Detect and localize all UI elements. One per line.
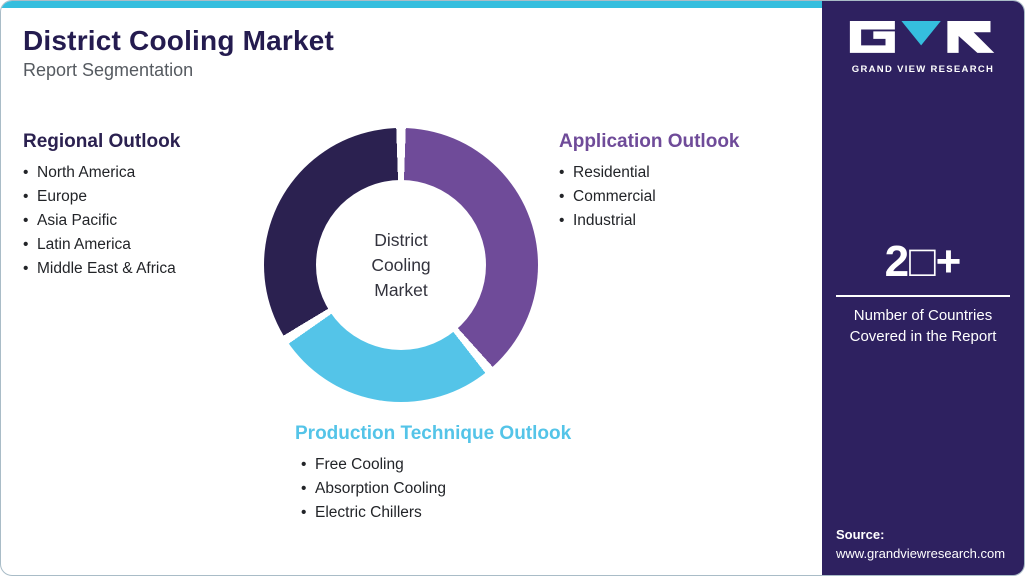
donut-center-label: District Cooling Market bbox=[371, 229, 431, 300]
regional-outlook-heading: Regional Outlook bbox=[23, 131, 181, 152]
application-outlook-heading: Application Outlook bbox=[559, 131, 740, 152]
donut-chart: District Cooling Market bbox=[264, 128, 538, 402]
list-item: Electric Chillers bbox=[301, 501, 615, 525]
list-item: Latin America bbox=[23, 233, 253, 257]
section-application-outlook: Application Outlook Residential Commerci… bbox=[559, 131, 779, 233]
list-item: North America bbox=[23, 161, 253, 185]
source-block: Source: www.grandviewresearch.com bbox=[836, 527, 1005, 561]
list-item: Industrial bbox=[559, 209, 779, 233]
stat-divider bbox=[836, 295, 1010, 297]
gvr-logo-icon bbox=[849, 21, 995, 53]
source-label: Source: bbox=[836, 527, 885, 542]
production-technique-outlook-heading: Production Technique Outlook bbox=[295, 423, 572, 444]
list-item: Asia Pacific bbox=[23, 209, 253, 233]
regional-outlook-list: North America Europe Asia Pacific Latin … bbox=[23, 161, 253, 281]
page-title: District Cooling Market bbox=[23, 25, 335, 56]
application-outlook-list: Residential Commercial Industrial bbox=[559, 161, 779, 233]
page-subtitle: Report Segmentation bbox=[23, 60, 194, 80]
countries-stat-value: 2□+ bbox=[884, 237, 962, 286]
list-item: Middle East & Africa bbox=[23, 257, 253, 281]
brand-logo: GRAND VIEW RESEARCH bbox=[822, 17, 1024, 75]
list-item: Free Cooling bbox=[301, 453, 615, 477]
section-regional-outlook: Regional Outlook North America Europe As… bbox=[23, 131, 253, 281]
countries-stat-label: Number of Countries Covered in the Repor… bbox=[849, 307, 997, 345]
list-item: Absorption Cooling bbox=[301, 477, 615, 501]
donut-hole: District Cooling Market bbox=[316, 180, 486, 350]
brand-name: GRAND VIEW RESEARCH bbox=[851, 64, 995, 75]
top-accent-bar bbox=[1, 1, 824, 8]
list-item: Residential bbox=[559, 161, 779, 185]
section-production-technique-outlook: Production Technique Outlook Free Coolin… bbox=[295, 423, 615, 525]
production-outlook-list: Free Cooling Absorption Cooling Electric… bbox=[301, 453, 615, 525]
source-url-link[interactable]: www.grandviewresearch.com bbox=[836, 546, 1006, 561]
sidebar: GRAND VIEW RESEARCH 2□+ Number of Countr… bbox=[822, 1, 1024, 575]
list-item: Europe bbox=[23, 185, 253, 209]
countries-stat: 2□+ Number of Countries Covered in the R… bbox=[822, 237, 1024, 347]
list-item: Commercial bbox=[559, 185, 779, 209]
